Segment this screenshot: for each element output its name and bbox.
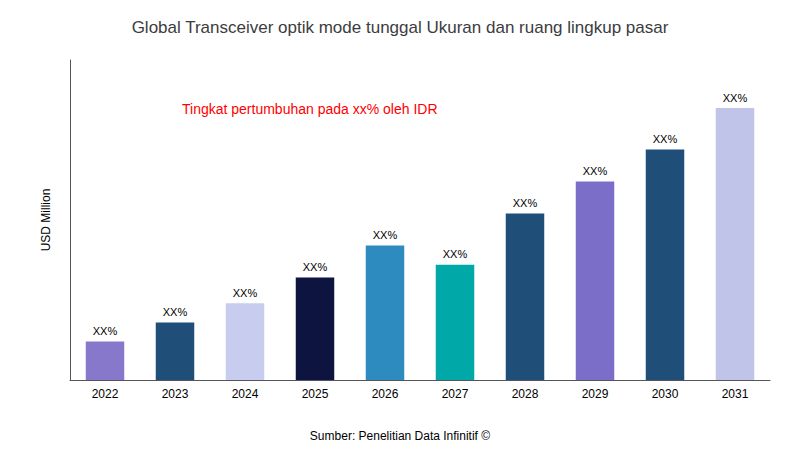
svg-text:XX%: XX% [583,165,608,177]
svg-text:XX%: XX% [653,133,678,145]
svg-text:Sumber: Penelitian Data Infini: Sumber: Penelitian Data Infinitif © [310,429,490,443]
svg-text:XX%: XX% [443,248,468,260]
svg-text:XX%: XX% [233,287,258,299]
svg-text:USD Million: USD Million [39,189,53,252]
svg-text:2022: 2022 [92,387,119,401]
svg-text:2026: 2026 [372,387,399,401]
svg-text:XX%: XX% [723,92,748,104]
svg-text:2031: 2031 [722,387,749,401]
svg-text:XX%: XX% [303,261,328,273]
svg-text:2027: 2027 [442,387,469,401]
svg-text:XX%: XX% [163,306,188,318]
svg-text:Global Transceiver optik mode: Global Transceiver optik mode tunggal Uk… [132,18,669,37]
svg-text:2029: 2029 [582,387,609,401]
svg-text:2025: 2025 [302,387,329,401]
svg-text:2024: 2024 [232,387,259,401]
svg-text:2028: 2028 [512,387,539,401]
svg-text:XX%: XX% [513,197,538,209]
svg-text:Tingkat pertumbuhan pada xx% o: Tingkat pertumbuhan pada xx% oleh IDR [182,101,438,117]
svg-text:2023: 2023 [162,387,189,401]
svg-text:2030: 2030 [652,387,679,401]
svg-text:XX%: XX% [373,229,398,241]
svg-text:XX%: XX% [93,325,118,337]
